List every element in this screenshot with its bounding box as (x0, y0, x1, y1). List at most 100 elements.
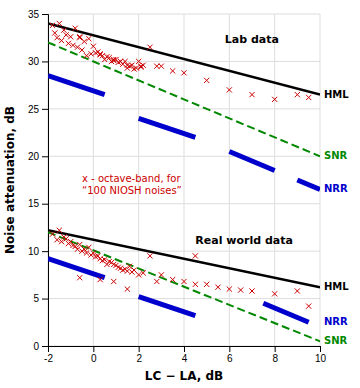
tick-mark (139, 346, 140, 352)
tick-mark (42, 156, 48, 157)
chart-container: -2024681005101520253035LC − LA, dBNoise … (0, 0, 360, 388)
series-segment (48, 259, 105, 278)
tick: 4 (182, 346, 188, 364)
tick-mark (42, 251, 48, 252)
scatter-point (125, 286, 130, 291)
scatter-point (75, 45, 80, 50)
scatter-point (238, 287, 243, 292)
tick: 15 (28, 198, 48, 209)
tick-label: 30 (28, 56, 40, 67)
axis-line (49, 347, 321, 353)
series-line (48, 42, 320, 156)
scatter-point (86, 245, 91, 250)
tick-label: 4 (182, 353, 188, 364)
grid-line-y (48, 61, 320, 62)
scatter-point (111, 57, 116, 62)
scatter-point (227, 286, 232, 291)
scatter-point (98, 51, 103, 56)
tick-label: 0 (91, 353, 97, 364)
scatter-point (136, 272, 141, 277)
scatter-point (306, 304, 311, 309)
tick-label: 8 (272, 353, 278, 364)
scatter-point (138, 64, 143, 69)
scatter-point (50, 23, 55, 28)
scatter-point (54, 237, 59, 242)
series-label: SNR (324, 335, 348, 346)
tick-label: 15 (28, 198, 40, 209)
tick: 35 (28, 9, 48, 20)
tick-label: 2 (136, 353, 142, 364)
scatter-point (59, 38, 64, 43)
series-label: NRR (324, 316, 348, 327)
scatter-point (111, 279, 116, 284)
scatter-point (272, 97, 277, 102)
x-axis: -2 0 2 4 6 8 10 (44, 346, 326, 364)
tick: 30 (28, 56, 48, 67)
x-axis-title: LC − LA, dB (145, 369, 224, 383)
scatter-point (181, 279, 186, 284)
scatter-point (64, 32, 69, 37)
tick-mark (42, 109, 48, 110)
series-label: HML (324, 281, 349, 292)
scatter-point (215, 285, 220, 290)
scatter-point (272, 291, 277, 296)
scatter-point (77, 242, 82, 247)
tick-label: 20 (28, 151, 40, 162)
scatter-point (84, 250, 89, 255)
tick-mark (93, 346, 94, 352)
annotation: Lab data (225, 33, 279, 46)
scatter-point (227, 87, 232, 92)
series-labels: HMLSNRNRRHMLSNRNRR (324, 89, 349, 347)
annotation-line: “100 NIOSH noises” (82, 185, 182, 196)
tick: -2 (44, 346, 53, 364)
tick: 5 (33, 293, 48, 304)
tick: 6 (227, 346, 233, 364)
scatter-point (249, 92, 254, 97)
scatter-point (57, 228, 62, 233)
scatter-point (193, 282, 198, 287)
scatter-point (249, 288, 254, 293)
tick: 8 (272, 346, 278, 364)
scatter-point (154, 279, 159, 284)
series-segment (48, 76, 105, 95)
series-line (48, 230, 320, 287)
chart-svg: -2024681005101520253035LC − LA, dBNoise … (0, 0, 360, 388)
tick-mark (229, 346, 230, 352)
annotation: Real world data (195, 234, 293, 247)
tick: 20 (28, 151, 48, 162)
scatter-point (52, 30, 57, 35)
scatter-point (127, 264, 132, 269)
tick-label: 35 (28, 9, 40, 20)
scatter-point (204, 282, 209, 287)
scatter-point (57, 21, 62, 26)
tick-label: 10 (315, 353, 327, 364)
grid-line-x (320, 14, 321, 346)
scatter-point (86, 36, 91, 41)
scatter-point (68, 34, 73, 39)
tick-mark (42, 14, 48, 15)
tick: 10 (315, 346, 327, 364)
scatter-point (154, 64, 159, 69)
tick-mark (42, 204, 48, 205)
scatter-point (50, 231, 55, 236)
scatter-point (98, 277, 103, 282)
tick-mark (42, 299, 48, 300)
grid (48, 14, 320, 346)
tick: 10 (28, 246, 48, 257)
tick-mark (275, 346, 276, 352)
scatter-point (170, 68, 175, 73)
scatter-point (91, 44, 96, 49)
scatter-point (79, 47, 84, 52)
tick-mark (42, 61, 48, 62)
grid-line-y (48, 108, 320, 109)
grid-line-y (48, 14, 320, 15)
series-segment (297, 180, 320, 189)
scatter-point (73, 26, 78, 31)
annotation: x - octave-band, for“100 NIOSH noises” (82, 173, 182, 196)
scatter-point (77, 34, 82, 39)
scatter-point (77, 275, 82, 280)
grid-line-y (48, 298, 320, 299)
scatter-point (84, 53, 89, 58)
scatter-point (295, 288, 300, 293)
scatter-point (147, 253, 152, 258)
